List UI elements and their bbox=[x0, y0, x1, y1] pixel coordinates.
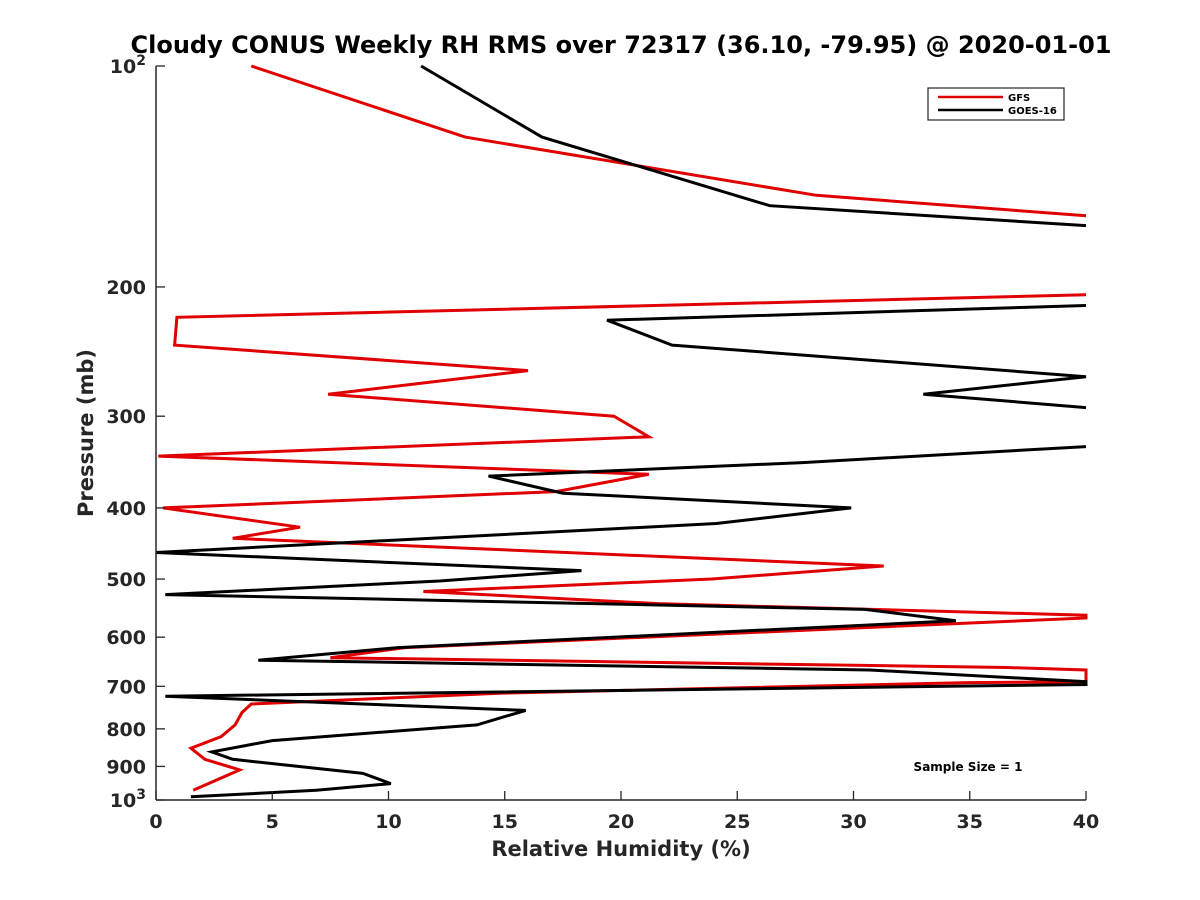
x-tick-label: 15 bbox=[492, 811, 518, 833]
y-tick-label: 102 bbox=[110, 53, 146, 78]
y-tick-label: 600 bbox=[106, 627, 146, 649]
x-tick-label: 0 bbox=[149, 811, 162, 833]
legend: GFS GOES-16 bbox=[927, 87, 1065, 121]
legend-label-gfs: GFS bbox=[1008, 93, 1030, 104]
y-axis-ticks: 102 200 300 400 500 600 700 800 900 103 bbox=[106, 53, 165, 812]
series-line-goes16-0 bbox=[420, 64, 1087, 228]
y-axis-label: Pressure (mb) bbox=[74, 349, 98, 517]
x-tick-label: 35 bbox=[957, 811, 983, 833]
x-tick-label: 25 bbox=[724, 811, 750, 833]
y-tick-label: 200 bbox=[106, 277, 146, 299]
series-line-goes16-2 bbox=[155, 445, 1088, 799]
x-tick-label: 10 bbox=[375, 811, 401, 833]
series-layer bbox=[155, 64, 1088, 799]
y-tick-label: 700 bbox=[106, 676, 146, 698]
legend-label-goes16: GOES-16 bbox=[1008, 106, 1057, 117]
x-tick-label: 5 bbox=[266, 811, 279, 833]
x-tick-label: 30 bbox=[840, 811, 866, 833]
series-line-goes16-1 bbox=[606, 304, 1087, 410]
x-tick-label: 40 bbox=[1073, 811, 1099, 833]
chart-title: Cloudy CONUS Weekly RH RMS over 72317 (3… bbox=[131, 31, 1112, 59]
x-axis-ticks: 0 5 10 15 20 25 30 35 40 bbox=[149, 791, 1099, 833]
y-tick-label: 800 bbox=[106, 719, 146, 741]
y-tick-label: 500 bbox=[106, 569, 146, 591]
y-tick-label: 300 bbox=[106, 406, 146, 428]
legend-box bbox=[927, 87, 1065, 121]
x-axis-label: Relative Humidity (%) bbox=[491, 837, 750, 861]
x-tick-label: 20 bbox=[608, 811, 634, 833]
y-tick-label: 400 bbox=[106, 498, 146, 520]
sample-size-annotation: Sample Size = 1 bbox=[914, 760, 1023, 774]
y-tick-label: 103 bbox=[110, 787, 146, 812]
y-tick-label: 900 bbox=[106, 756, 146, 778]
